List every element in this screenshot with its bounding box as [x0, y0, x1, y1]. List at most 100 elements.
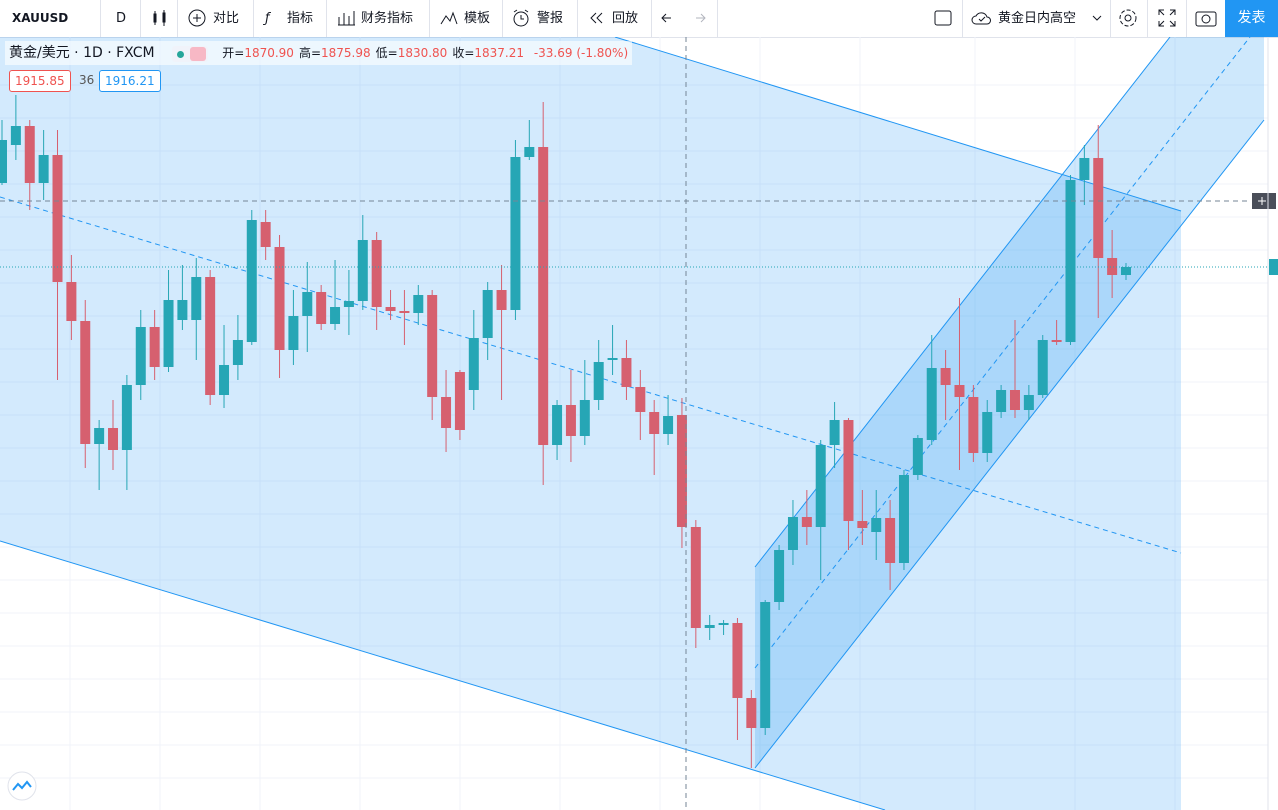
candle-body [10, 126, 21, 145]
candle-body [1009, 390, 1020, 410]
template-icon[interactable] [439, 8, 459, 28]
ohlc: 开=1870.90 高=1875.98 低=1830.80 收=1837.21 [222, 46, 524, 60]
price-marker [1269, 259, 1278, 275]
candle-body [316, 292, 327, 324]
separator [962, 0, 963, 37]
candle-body [871, 518, 882, 532]
candle-body [482, 290, 493, 338]
candle-body [982, 412, 993, 453]
alert-icon[interactable] [511, 8, 531, 28]
undo-icon[interactable] [659, 8, 679, 28]
ohlc-label: 低= [375, 46, 398, 60]
candle-body [496, 290, 507, 310]
candle-body [0, 140, 7, 183]
grid [0, 37, 1268, 810]
symbol[interactable]: XAUUSD [12, 11, 69, 25]
toolbar-button[interactable]: 模板 [464, 11, 491, 26]
candle-body [149, 327, 160, 367]
ohlc-value: 1875.98 [321, 46, 371, 60]
candle-body [552, 405, 563, 445]
candle-body [232, 340, 243, 365]
descending-channel[interactable] [0, 37, 1181, 810]
candle-body [621, 358, 632, 387]
candle-body [732, 623, 743, 698]
settings-icon[interactable] [1117, 8, 1139, 30]
status-badge [190, 46, 207, 61]
separator [1186, 0, 1187, 37]
ohlc-label: 高= [298, 46, 321, 60]
candle-body [968, 397, 979, 453]
candle-body [676, 415, 687, 527]
candle-body [704, 625, 715, 628]
candle-body [343, 301, 354, 307]
cloud-icon[interactable] [970, 8, 994, 28]
candle-body [80, 321, 91, 444]
candle-body [565, 405, 576, 436]
ascending-channel[interactable] [755, 37, 1264, 768]
financials-icon[interactable] [336, 8, 356, 28]
candle-body [274, 247, 285, 350]
separator [577, 0, 578, 37]
candle-body [787, 517, 798, 550]
redo-icon[interactable] [688, 8, 708, 28]
candle-body [663, 416, 674, 434]
candle-body [857, 521, 868, 528]
ohlc-value: 1837.21 [474, 46, 524, 60]
toolbar-button[interactable]: 指标 [287, 11, 314, 26]
publish-button[interactable]: 发表 [1225, 0, 1278, 37]
candle-body [260, 222, 271, 247]
candle-body [385, 307, 396, 311]
candle-body [1093, 158, 1104, 258]
separator [717, 0, 718, 37]
candle-body [690, 527, 701, 628]
candle-body [579, 400, 590, 436]
candle-body [246, 220, 257, 342]
channel-border [0, 37, 1182, 810]
toolbar-button[interactable]: 对比 [213, 11, 240, 26]
fullscreen-icon[interactable] [1157, 8, 1177, 28]
candle-body [1121, 267, 1131, 275]
separator [651, 0, 652, 37]
indicator-icon[interactable]: ƒ [265, 11, 270, 26]
ohlc-value: 1830.80 [397, 46, 448, 60]
candle-body [288, 316, 299, 350]
candle-body [718, 623, 729, 625]
chart-type-icon[interactable] [150, 8, 170, 28]
candle-body [898, 475, 909, 563]
toolbar-button[interactable]: 警报 [537, 11, 564, 26]
status-pill[interactable] [172, 45, 209, 62]
candle-body [940, 368, 951, 385]
candle-body [1023, 395, 1034, 410]
candle-body [510, 157, 521, 310]
chart [0, 37, 1278, 810]
logo[interactable] [7, 771, 37, 801]
candle-body [1079, 158, 1090, 180]
candle-body [427, 295, 438, 397]
candle-body [774, 550, 785, 602]
chevron-icon[interactable] [1090, 8, 1104, 28]
candle-body [829, 420, 840, 445]
candle-body [996, 390, 1007, 412]
candle-body [801, 517, 812, 527]
candle-body [926, 368, 937, 440]
candle-body [219, 365, 230, 395]
ask-price[interactable]: 1916.21 [99, 70, 161, 92]
candle-body [1107, 258, 1118, 275]
legend-title: 黄金/美元 · 1D · FXCM [9, 45, 155, 61]
replay-icon[interactable] [587, 8, 607, 28]
interval[interactable]: D [116, 11, 127, 26]
toolbar-button[interactable]: 财务指标 [361, 11, 414, 26]
separator [502, 0, 503, 37]
bid-price[interactable]: 1915.85 [9, 70, 71, 92]
layout-name[interactable]: 黄金日内高空 [998, 11, 1077, 26]
toolbar-button[interactable]: 回放 [612, 11, 639, 26]
compare-icon[interactable] [187, 8, 207, 28]
layout-icon[interactable] [933, 8, 953, 28]
candle-body [108, 428, 119, 450]
candle-body [954, 385, 965, 397]
snapshot-icon[interactable] [1195, 8, 1217, 28]
logo-mark [12, 780, 32, 791]
candle-body [635, 387, 646, 412]
candle-body [885, 518, 896, 563]
toolbar: XAUUSD D 对比 ƒ 指标 财务指标 模板 警报 回放 黄金日内高空 发表 [0, 0, 1278, 38]
